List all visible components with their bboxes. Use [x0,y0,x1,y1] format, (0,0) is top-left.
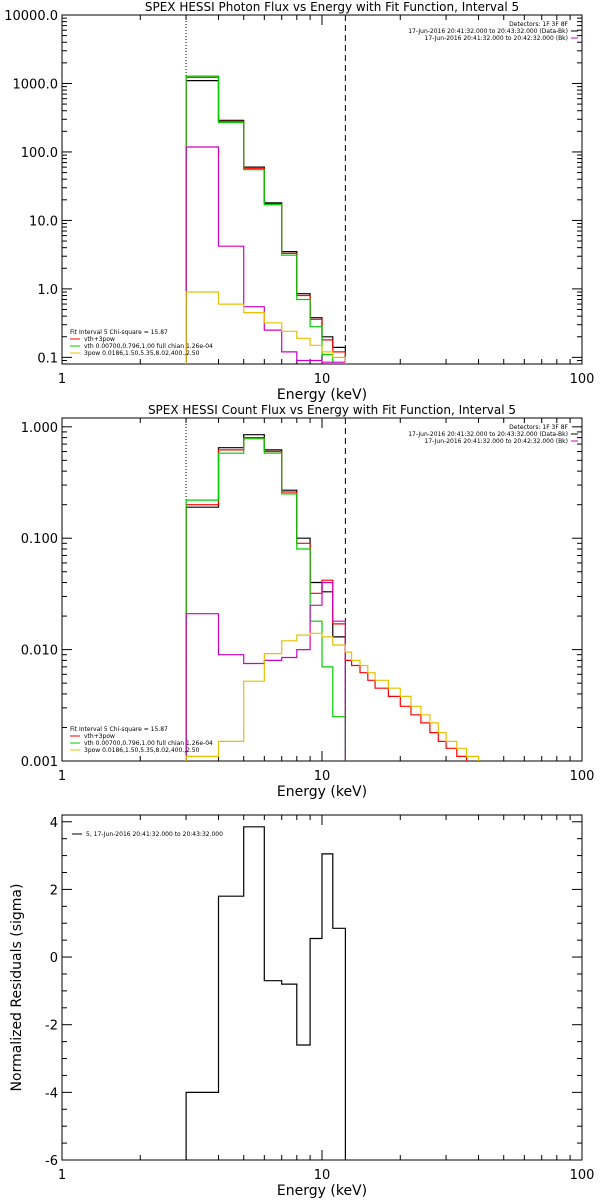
x-tick-label: 100 [570,769,595,784]
y-tick-label: 0.1 [37,351,58,366]
series-group [185,434,480,761]
y-tick-label: 1.000 [21,421,58,436]
x-tick-label: 10 [314,372,331,387]
legend-entry: vth+3pow [84,336,115,343]
series-line-3 [185,438,346,761]
series-line-1 [185,826,346,1160]
panel-1: 1 10 100 10000.0 1000.0 100.0 10.0 1.0 0.1 SPEX H… [4,0,594,403]
y-tick-label: 0.010 [21,644,58,659]
x-axis-label: Energy (keV) [277,387,367,403]
y-tick-label: 4 [50,816,58,831]
chart-title: SPEX HESSI Photon Flux vs Energy with Fi… [145,0,519,14]
y-axis-label: Normalized Residuals (sigma) [9,884,25,1092]
y-tick-label: 10.0 [29,214,58,229]
y-tick-label: -6 [45,1154,58,1169]
y-tick-label: 0.100 [21,532,58,547]
y-tick-label: -2 [45,1019,58,1034]
y-tick-label: 1000.0 [13,77,59,92]
series-line-3 [185,75,334,364]
series-line-1 [185,80,346,364]
legend-entry: 3pow 0.0186,1.50,5.35,8.02,400.,2.50 [84,350,200,357]
series-line-4 [185,581,346,761]
series-group [185,826,346,1160]
x-tick-label: 1 [58,769,66,784]
legend-entry: 17-Jun-2016 20:41:32.000 to 20:42:32.000… [425,35,568,42]
y-tick-label: 100.0 [21,146,58,161]
x-axis-label: Energy (keV) [277,784,367,800]
x-tick-label: 100 [570,372,595,387]
y-tick-label: 10000.0 [4,9,58,24]
series-line-1 [185,434,346,761]
x-tick-label: 10 [314,1168,331,1183]
y-tick-label: 2 [50,883,58,898]
x-tick-label: 1 [58,1168,66,1183]
x-axis-label: Energy (keV) [277,1183,367,1199]
y-tick-label: 1.0 [37,283,58,298]
legend-entry: vth 0.00700,0.796,1.00 full chian 1.26e-… [84,740,213,747]
legend-entry: Fit Interval 5 Chi-square = 15.87 [70,329,168,336]
legend-entry: 17-Jun-2016 20:41:32.000 to 20:43:32.000… [408,28,568,35]
legend-entry: vth 0.00700,0.796,1.00 full chian 1.26e-… [84,343,213,350]
y-tick-label: 0.001 [21,755,58,770]
legend-entry: Detectors: 1F 3F 8F [509,424,568,431]
series-group [185,75,346,364]
y-tick-label: 0 [50,951,58,966]
legend-entry: 3pow 0.0186,1.50,5.35,8.02,400.,2.50 [84,747,200,754]
legend-entry: 17-Jun-2016 20:41:32.000 to 20:42:32.000… [425,438,568,445]
series-line-5 [185,291,346,364]
x-tick-label: 100 [570,1168,595,1183]
series-line-2 [185,76,346,364]
series-line-4 [185,146,346,364]
legend-entry: vth+3pow [84,733,115,740]
legend-entry: Fit Interval 5 Chi-square = 15.87 [70,726,168,733]
panel-3: 1 10 100 4 2 0 -2 -4 -6 Energy (keV) Normalized Re… [9,814,595,1199]
chart-title: SPEX HESSI Count Flux vs Energy with Fit… [148,403,516,417]
plot-frame [61,14,583,365]
legend-entry: Detectors: 1F 3F 8F [509,21,568,28]
y-tick-label: -4 [45,1086,58,1101]
legend-entry: 17-Jun-2016 20:41:32.000 to 20:43:32.000… [408,431,568,438]
x-tick-label: 1 [58,372,66,387]
series-line-2 [185,437,468,761]
legend-entry: 5, 17-Jun-2016 20:41:32.000 to 20:43:32.… [86,831,223,838]
series-line-5 [185,632,480,761]
x-tick-label: 10 [314,769,331,784]
panel-2: 1 10 100 1.000 0.100 0.010 0.001 SPEX HESSI Cou… [21,403,595,800]
